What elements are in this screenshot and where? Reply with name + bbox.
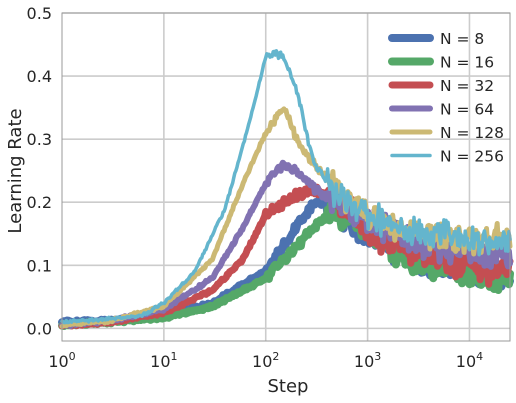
legend-label: N = 8 <box>440 30 484 48</box>
legend-label: N = 128 <box>440 124 504 142</box>
legend-label: N = 32 <box>440 77 494 95</box>
y-tick-label: 0.5 <box>27 4 52 23</box>
legend-label: N = 64 <box>440 101 494 119</box>
x-tick-label: 101 <box>150 350 177 371</box>
y-tick-label: 0.1 <box>27 256 52 275</box>
y-tick-label: 0.0 <box>27 319 52 338</box>
y-tick-label: 0.4 <box>27 67 52 86</box>
legend-label: N = 16 <box>440 54 494 72</box>
y-tick-label: 0.2 <box>27 193 52 212</box>
legend: N = 8 N = 16 N = 32 N = 64 N = 128 N = 256 <box>388 30 504 166</box>
series-lines <box>58 49 514 330</box>
x-tick-label: 104 <box>456 350 483 371</box>
x-tick-label: 103 <box>354 350 381 371</box>
axis-ticks: 0.0 0.1 0.2 0.3 0.4 0.5 100 101 102 103 104 <box>27 4 484 371</box>
x-axis-label: Step <box>268 376 309 397</box>
plot-frame <box>61 12 511 342</box>
x-tick-label: 102 <box>252 350 279 371</box>
x-tick-label: 100 <box>48 350 75 371</box>
plot-area-border <box>61 12 511 342</box>
y-axis-label: Learning Rate <box>5 108 26 233</box>
y-tick-label: 0.3 <box>27 130 52 149</box>
series-line-n256 <box>60 49 512 325</box>
legend-label: N = 256 <box>440 148 504 166</box>
